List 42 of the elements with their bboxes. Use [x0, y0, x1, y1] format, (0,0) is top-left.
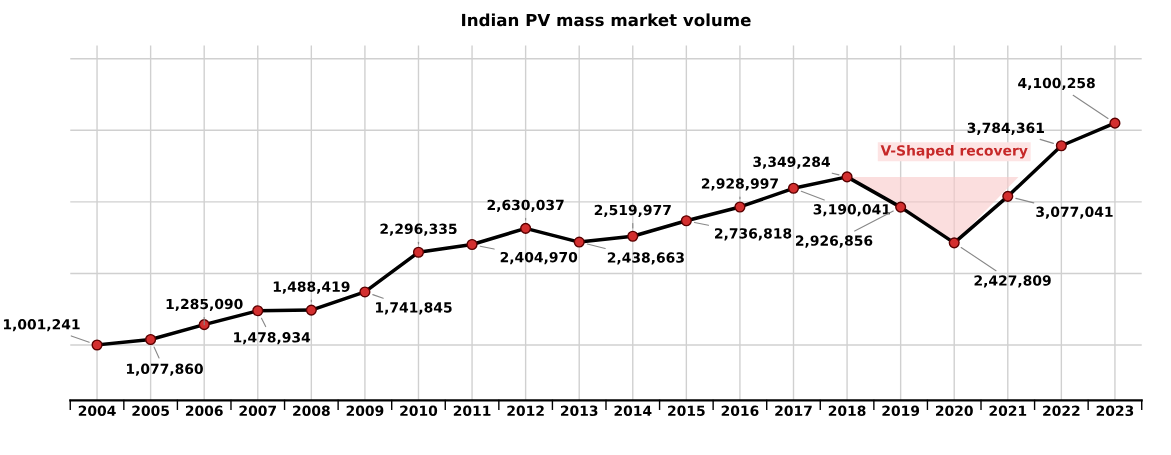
x-tick-label: 2017	[775, 405, 812, 417]
data-label: 2,427,809	[974, 275, 1051, 288]
data-label: 1,077,860	[126, 363, 203, 376]
data-label: 2,928,997	[701, 178, 778, 191]
x-tick-label: 2011	[453, 405, 491, 417]
x-tick-label: 2016	[721, 405, 759, 417]
x-tick-label: 2006	[185, 405, 223, 417]
x-tick-label: 2013	[560, 405, 598, 417]
x-tick-label: 2019	[882, 405, 920, 417]
x-tick-label: 2008	[293, 405, 330, 417]
data-label: 2,404,970	[500, 251, 578, 265]
x-tick-label: 2009	[346, 405, 384, 417]
x-tick-label: 2020	[935, 405, 973, 417]
data-label: 3,077,041	[1036, 206, 1113, 219]
data-label: 1,478,934	[234, 332, 311, 345]
x-tick-label: 2018	[828, 405, 866, 417]
data-label: 4,100,258	[1018, 77, 1095, 91]
data-label: 1,488,419	[273, 281, 350, 294]
x-tick-label: 2007	[239, 405, 276, 417]
x-tick-label: 2023	[1096, 405, 1134, 417]
x-tick-label: 2012	[507, 405, 544, 417]
annotation: V-Shaped recovery	[880, 144, 1028, 159]
data-label: 1,741,845	[375, 302, 452, 315]
data-label: 1,001,241	[3, 319, 80, 332]
x-tick-label: 2021	[989, 405, 1027, 417]
data-label: 2,296,335	[380, 223, 457, 236]
data-label: 2,438,663	[607, 252, 684, 265]
x-tick-label: 2010	[400, 405, 438, 417]
x-tick-label: 2005	[132, 405, 169, 417]
data-label: 2,736,818	[715, 228, 792, 241]
x-tick-label: 2014	[614, 405, 652, 417]
data-label: 3,190,041	[813, 204, 890, 217]
chart-title: Indian PV mass market volume	[462, 13, 751, 27]
data-label: 3,349,284	[753, 156, 830, 169]
x-tick-label: 2004	[78, 405, 116, 417]
data-label: 3,784,361	[967, 122, 1044, 135]
x-tick-label: 2022	[1043, 405, 1080, 417]
data-label: 2,519,977	[594, 204, 671, 218]
x-tick-label: 2015	[668, 405, 705, 417]
data-label: 1,285,090	[166, 298, 243, 311]
data-label: 2,630,037	[487, 199, 564, 212]
data-label: 2,926,856	[795, 235, 873, 248]
